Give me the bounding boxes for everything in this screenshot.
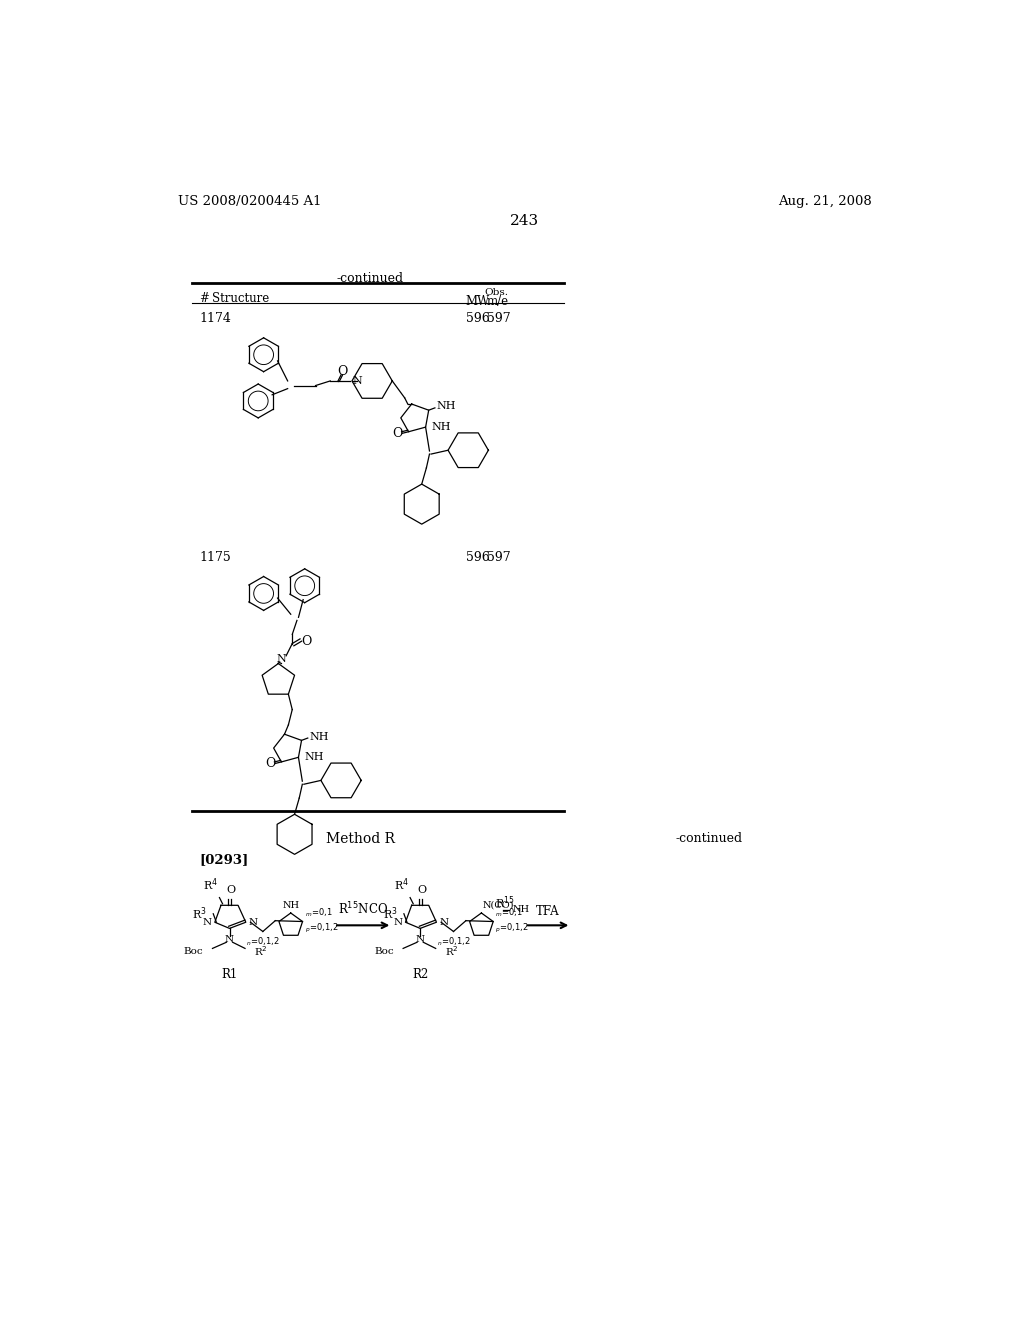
Text: R$^2$: R$^2$ [445,945,459,958]
Text: Method R: Method R [326,832,395,846]
Text: 596: 596 [466,313,489,326]
Text: NH: NH [512,906,529,915]
Text: $_n$=0,1,2: $_n$=0,1,2 [437,936,470,948]
Text: US 2008/0200445 A1: US 2008/0200445 A1 [178,195,322,209]
Text: [0293]: [0293] [200,853,249,866]
Text: R$^3$: R$^3$ [193,906,207,923]
Text: Boc: Boc [183,946,203,956]
Text: NH: NH [305,752,325,763]
Text: -continued: -continued [336,272,403,285]
Text: O: O [392,426,402,440]
Text: 597: 597 [486,552,510,564]
Text: N: N [203,917,212,927]
Text: m/e: m/e [486,294,509,308]
Text: R$^4$: R$^4$ [393,876,409,892]
Text: O: O [226,884,236,895]
Text: R1: R1 [221,969,238,982]
Text: Obs.: Obs. [484,288,509,297]
Text: 1174: 1174 [200,313,231,326]
Text: O: O [417,884,426,895]
Text: 243: 243 [510,214,540,228]
Text: R$^3$: R$^3$ [383,906,397,923]
Text: $_p$=0,1,2: $_p$=0,1,2 [496,921,528,935]
Text: NH: NH [309,731,329,742]
Text: TFA: TFA [537,904,560,917]
Text: R$^2$: R$^2$ [254,945,268,958]
Text: #: # [200,293,209,305]
Text: 596: 596 [466,552,489,564]
Text: NH: NH [436,401,456,412]
Text: N: N [249,917,258,927]
Text: R$^4$: R$^4$ [203,876,218,892]
Text: Structure: Structure [212,293,269,305]
Text: N: N [352,376,361,385]
Text: N: N [416,935,425,944]
Text: N: N [393,917,402,927]
Text: N(CO): N(CO) [483,902,514,909]
Text: R2: R2 [412,969,428,982]
Text: Boc: Boc [374,946,394,956]
Text: NH: NH [432,422,452,432]
Text: $_m$=0,1: $_m$=0,1 [496,907,523,919]
Text: N: N [439,917,449,927]
Text: O: O [338,366,348,379]
Text: NH: NH [283,902,299,909]
Text: $_m$=0,1: $_m$=0,1 [305,907,332,919]
Text: O: O [301,635,311,648]
Text: 1175: 1175 [200,552,231,564]
Text: $_n$=0,1,2: $_n$=0,1,2 [246,936,280,948]
Text: $_p$=0,1,2: $_p$=0,1,2 [305,921,338,935]
Text: N: N [225,935,234,944]
Text: 597: 597 [486,313,510,326]
Text: -continued: -continued [676,832,742,845]
Text: MW: MW [466,294,490,308]
Text: R$^{15}$NCO: R$^{15}$NCO [338,902,388,917]
Text: N: N [276,653,287,664]
Text: Aug. 21, 2008: Aug. 21, 2008 [778,195,872,209]
Text: O: O [265,756,275,770]
Text: R$^{15}$: R$^{15}$ [496,894,515,911]
